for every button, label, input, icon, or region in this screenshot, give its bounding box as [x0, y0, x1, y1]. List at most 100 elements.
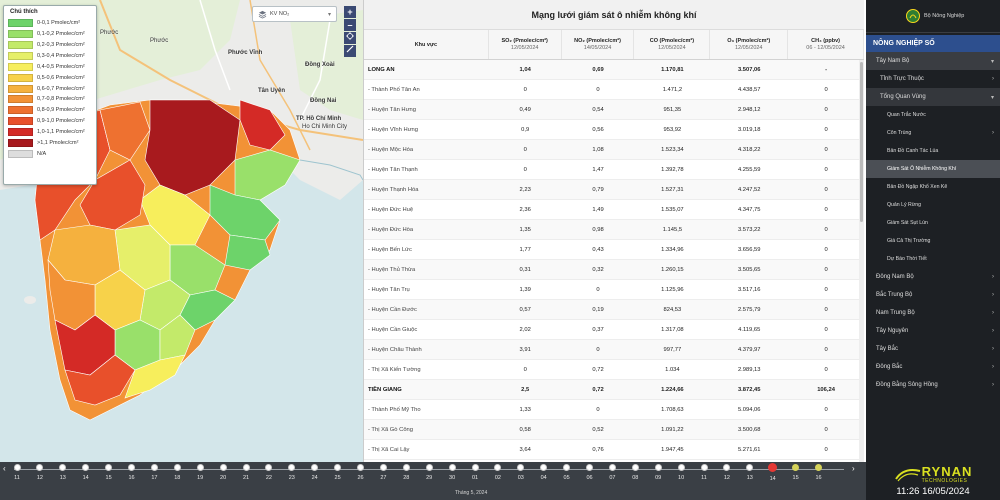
timeline-day[interactable]: 21 [236, 464, 256, 481]
timeline-dot[interactable] [242, 464, 250, 471]
sidebar-item[interactable]: Tây Bắc › [866, 340, 1000, 358]
province-row[interactable]: LONG AN 1,04 0,69 1.170,81 3.507,06 - [364, 60, 864, 80]
sidebar-item[interactable]: Giám Sát Ô Nhiễm Không Khí [866, 160, 1000, 178]
timeline-day[interactable]: 07 [602, 464, 622, 481]
timeline-day[interactable]: 28 [396, 464, 416, 481]
timeline-dot[interactable] [13, 464, 21, 471]
timeline-day[interactable]: 13 [53, 464, 73, 481]
timeline-dot[interactable] [334, 464, 342, 471]
timeline-dot[interactable] [677, 464, 685, 471]
timeline-day[interactable]: 12 [717, 464, 737, 481]
timeline-day[interactable]: 04 [534, 464, 554, 481]
timeline-day[interactable]: 11 [7, 464, 27, 481]
timeline-dot[interactable] [402, 464, 410, 471]
timeline-day[interactable]: 16 [122, 464, 142, 481]
timeline-dot[interactable] [357, 464, 364, 471]
timeline-day[interactable]: 02 [488, 464, 508, 481]
sidebar-item[interactable]: Nam Trung Bộ › [866, 304, 1000, 322]
table-row[interactable]: - Huyện Tân Hưng 0,49 0,54 951,35 2.948,12 0 [364, 100, 864, 120]
timeline-dot[interactable] [59, 464, 67, 471]
locate-button[interactable] [344, 32, 356, 44]
table-row[interactable]: - Huyện Tân Thạnh 0 1,47 1.392,78 4.255,59 0 [364, 160, 864, 180]
timeline-day[interactable]: 27 [373, 464, 393, 481]
timeline-day[interactable]: 23 [282, 464, 302, 481]
timeline-dot[interactable] [768, 463, 778, 472]
timeline-dot[interactable] [288, 464, 296, 471]
timeline-dot[interactable] [379, 464, 387, 471]
timeline-day[interactable]: 13 [740, 464, 760, 481]
table-row[interactable]: - Thị Xã Cai Lậy 3,64 0,76 1.947,45 5.271,61… [364, 440, 864, 460]
sidebar-item[interactable]: Bản Đồ Ngập Khổ Xen Kẽ [866, 178, 1000, 196]
sidebar-item[interactable]: Giám Sát Sụt Lún [866, 214, 1000, 232]
sidebar-item[interactable]: Đông Bắc › [866, 358, 1000, 376]
timeline-dot[interactable] [265, 464, 273, 471]
table-row[interactable]: - Huyện Mộc Hóa 0 1,08 1.523,34 4.318,22 0 [364, 140, 864, 160]
sidebar-item[interactable]: Tỉnh Trực Thuộc › [866, 70, 1000, 88]
sidebar-item[interactable]: Quản Lý Rừng [866, 196, 1000, 214]
timeline-day[interactable]: 24 [305, 464, 325, 481]
timeline-day[interactable]: 19 [190, 464, 210, 481]
timeline-day[interactable]: 20 [213, 464, 233, 481]
timeline-dot[interactable] [586, 464, 593, 471]
timeline-dot[interactable] [631, 464, 639, 471]
timeline-dot[interactable] [517, 464, 525, 471]
sidebar-item[interactable]: Đông Nam Bộ › [866, 268, 1000, 286]
timeline-prev-button[interactable]: ‹ [3, 464, 6, 473]
timeline-day[interactable]: 17 [144, 464, 164, 481]
timeline-dot[interactable] [36, 464, 44, 471]
sidebar-item[interactable]: Bản Đồ Canh Tác Lúa [866, 142, 1000, 160]
table-row[interactable]: - Thị Xã Gò Công 0,58 0,52 1.091,22 3.500,68… [364, 420, 864, 440]
timeline-dot[interactable] [82, 464, 90, 471]
timeline-day[interactable]: 16 [809, 464, 829, 481]
timeline-dot[interactable] [128, 464, 135, 471]
table-row[interactable]: - Huyện Tân Trụ 1,39 0 1.125,96 3.517,16 0 [364, 280, 864, 300]
timeline-dot[interactable] [311, 464, 319, 471]
table-row[interactable]: - Huyện Cần Đước 0,57 0,19 824,53 2.575,79 0 [364, 300, 864, 320]
timeline-day[interactable]: 08 [625, 464, 645, 481]
timeline-day[interactable]: 30 [442, 464, 462, 481]
timeline-day[interactable]: 14 [76, 464, 96, 481]
timeline-day[interactable]: 26 [351, 464, 371, 481]
sidebar-item[interactable]: Côn Trùng › [866, 124, 1000, 142]
timeline-dot[interactable] [700, 464, 708, 471]
table-row[interactable]: - Huyện Bến Lức 1,77 0,43 1.334,96 3.656,59 0 [364, 240, 864, 260]
timeline-dot[interactable] [746, 464, 754, 471]
sidebar-item[interactable]: Giá Cả Thị Trường [866, 232, 1000, 250]
timeline-dot[interactable] [654, 464, 662, 471]
timeline-dot[interactable] [540, 464, 548, 471]
table-row[interactable]: - Huyện Vĩnh Hưng 0,9 0,56 953,92 3.019,18 0 [364, 120, 864, 140]
table-row[interactable]: - Huyện Đức Huệ 2,36 1,49 1.535,07 4.347,75 0 [364, 200, 864, 220]
timeline-day[interactable]: 05 [557, 464, 577, 481]
pollution-map[interactable]: Chú thích 0-0,1 Pmolec/cm² 0,1-0,2 Pmolec… [0, 0, 363, 462]
timeline-dot[interactable] [471, 464, 479, 471]
sidebar-item[interactable]: Đồng Bằng Sông Hồng › [866, 376, 1000, 394]
timeline-dot[interactable] [494, 464, 502, 471]
timeline-day[interactable]: 10 [671, 464, 691, 481]
timeline-day[interactable]: 18 [167, 464, 187, 481]
timeline-day[interactable]: 03 [511, 464, 531, 481]
timeline-day[interactable]: 25 [328, 464, 348, 481]
timeline-dot[interactable] [723, 464, 731, 471]
timeline-dot[interactable] [448, 464, 456, 471]
province-row[interactable]: TIỀN GIANG 2,5 0,72 1.224,66 3.872,45 106,24 [364, 380, 864, 400]
timeline-day[interactable]: 01 [465, 464, 485, 481]
timeline-dot[interactable] [563, 464, 571, 471]
zoom-in-button[interactable]: + [344, 6, 356, 18]
timeline-day[interactable]: 06 [580, 464, 600, 481]
timeline-dot[interactable] [815, 464, 822, 471]
table-row[interactable]: - Thành Phố Tân An 0 0 1.471,2 4.438,57 0 [364, 80, 864, 100]
timeline-next-button[interactable]: › [852, 464, 855, 473]
sidebar-item[interactable]: Quan Trắc Nước [866, 106, 1000, 124]
table-row[interactable]: - Thị Xã Kiến Tường 0 0,72 1.034 2.989,13 0 [364, 360, 864, 380]
timeline-day[interactable]: 15 [786, 464, 806, 481]
timeline-dot[interactable] [173, 464, 181, 471]
table-row[interactable]: - Huyện Thủ Thừa 0,31 0,32 1.260,15 3.505,65… [364, 260, 864, 280]
timeline-day[interactable]: 09 [648, 464, 668, 481]
table-row[interactable]: - Huyện Châu Thành 3,91 0 997,77 4.379,97 0 [364, 340, 864, 360]
sidebar-item[interactable]: Tây Nam Bộ ▾ [866, 52, 1000, 70]
sidebar-item[interactable]: Tổng Quan Vùng ▾ [866, 88, 1000, 106]
timeline-day[interactable]: 15 [99, 464, 119, 481]
layer-select-dropdown[interactable]: KV NO₂ ▾ [252, 6, 337, 22]
timeline-dot[interactable] [196, 464, 204, 471]
table-row[interactable]: - Huyện Đức Hòa 1,35 0,98 1.145,5 3.573,22 0 [364, 220, 864, 240]
